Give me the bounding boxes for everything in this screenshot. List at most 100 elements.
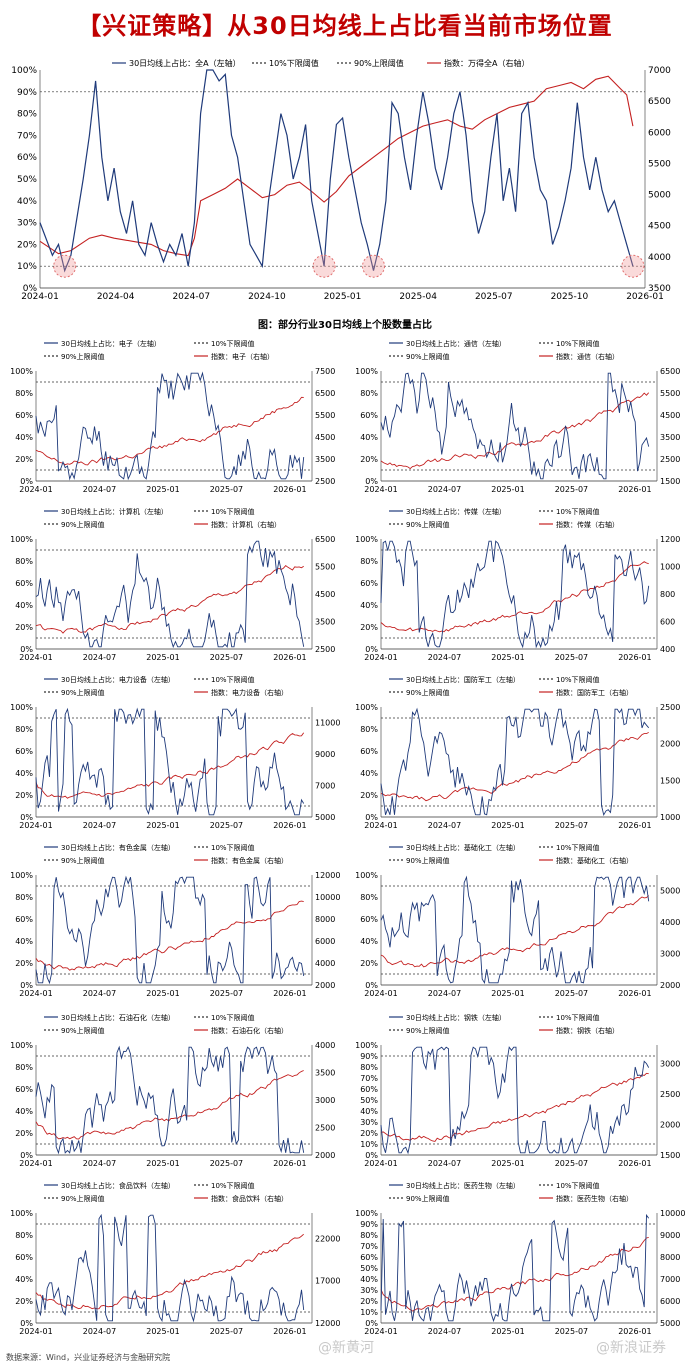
y-left-tick-label: 100% (355, 1209, 378, 1218)
y-left-tick-label: 100% (10, 1041, 33, 1050)
legend-label-index: 指数：有色金属（右轴） (211, 856, 288, 865)
x-tick-label: 2024-07 (172, 292, 210, 302)
y-right-tick-label: 8000 (315, 915, 335, 924)
y-right-tick-label: 7000 (648, 66, 671, 76)
y-right-tick-label: 10000 (315, 893, 340, 902)
y-left-tick-label: 20% (15, 1129, 33, 1138)
legend-label-low: 10%下限阈值 (211, 1181, 255, 1190)
x-tick-label: 2024-10 (248, 292, 286, 302)
bottom-marker-circle (621, 254, 645, 278)
x-tick-label: 2026-01 (618, 485, 651, 494)
y-left-tick-label: 40% (360, 433, 378, 442)
page-title: 【兴证策略】从30日均线上占比看当前市场位置 (77, 12, 613, 40)
x-tick-label: 2025-01 (146, 989, 179, 998)
index-line (35, 732, 305, 799)
y-right-tick-label: 5500 (660, 389, 680, 398)
ratio-line (39, 69, 634, 273)
y-right-tick-label: 1000 (660, 563, 680, 572)
y-left-tick-label: 90% (17, 88, 37, 98)
index-line (380, 561, 649, 633)
x-tick-label: 2026-01 (273, 1159, 306, 1168)
x-tick-label: 2024-01 (19, 1159, 52, 1168)
x-tick-label: 2024-07 (83, 485, 116, 494)
x-tick-label: 2026-01 (618, 989, 651, 998)
y-left-tick-label: 80% (360, 557, 378, 566)
ratio-line (35, 1045, 305, 1155)
legend-label-low: 10%下限阈值 (556, 339, 600, 348)
x-tick-label: 2026-01 (618, 1327, 651, 1336)
x-tick-label: 2024-07 (83, 653, 116, 662)
x-tick-label: 2025-07 (210, 653, 243, 662)
y-right-tick-label: 5000 (660, 1319, 680, 1328)
y-right-tick-label: 2000 (315, 981, 335, 990)
source-note: 数据来源：Wind，兴业证券经济与金融研究院 (6, 1353, 171, 1362)
index-line (380, 392, 650, 470)
industry-chart-s1: 0% 20% 40% 60% 80% 100% 2500 3500 4500 5500 6500 75… (10, 339, 335, 494)
y-left-tick-label: 60% (360, 915, 378, 924)
y-left-tick-label: 60% (15, 1253, 33, 1262)
legend-label-high: 90%上限阈值 (61, 856, 105, 865)
y-left-tick-label: 60% (17, 153, 37, 163)
y-right-tick-label: 7000 (315, 782, 335, 791)
x-tick-label: 2026-01 (618, 653, 651, 662)
legend-label-ratio: 30日均线上占比：通信（左轴） (406, 339, 506, 348)
legend-label-ratio: 30日均线上占比：医药生物（左轴） (406, 1181, 520, 1190)
x-tick-label: 2024-07 (428, 989, 461, 998)
y-right-tick-label: 3000 (660, 950, 680, 959)
x-tick-label: 2024-07 (428, 1159, 461, 1168)
legend-label-index: 指数：石油石化（右轴） (211, 1026, 288, 1035)
y-right-tick-label: 4500 (315, 433, 335, 442)
y-right-tick-label: 3000 (660, 1059, 680, 1068)
y-left-tick-label: 10% (360, 1140, 378, 1149)
industry-chart-s10: 0% 10% 20% 30% 40% 50% 60% 70% 80% 90% 100% 1500 200… (355, 1013, 680, 1168)
y-right-tick-label: 6500 (315, 535, 335, 544)
y-left-tick-label: 20% (15, 791, 33, 800)
y-right-tick-label: 12000 (315, 1319, 340, 1328)
y-right-tick-label: 6500 (660, 367, 680, 376)
x-tick-label: 2025-01 (491, 1159, 524, 1168)
industry-chart-s11: 0% 20% 40% 60% 80% 100% 12000 17000 22000 2024-01… (10, 1181, 340, 1336)
y-left-tick-label: 80% (360, 1063, 378, 1072)
y-left-tick-label: 70% (360, 1074, 378, 1083)
legend-label-low: 10%下限阈值 (211, 1013, 255, 1022)
y-right-tick-label: 3500 (315, 1069, 335, 1078)
y-left-tick-label: 40% (360, 1275, 378, 1284)
x-tick-label: 2026-01 (618, 1159, 651, 1168)
x-tick-label: 2024-04 (97, 292, 135, 302)
y-left-tick-label: 50% (17, 175, 37, 185)
x-tick-label: 2024-07 (428, 821, 461, 830)
y-right-tick-label: 400 (660, 645, 675, 654)
y-left-tick-label: 20% (360, 791, 378, 800)
x-tick-label: 2024-07 (83, 821, 116, 830)
legend-label-ratio: 30日均线上占比：食品饮料（左轴） (61, 1181, 175, 1190)
main-chart: 0% 10% 20% 30% 40% 50% 60% 70% 80% 90% 100% 3500 400… (11, 58, 671, 302)
bottom-marker-circle (362, 254, 386, 278)
index-line (380, 1072, 649, 1142)
legend-label-high: 90%上限阈值 (61, 1026, 105, 1035)
x-tick-label: 2025-07 (210, 821, 243, 830)
x-tick-label: 2025-07 (555, 989, 588, 998)
y-right-tick-label: 5000 (315, 813, 335, 822)
y-left-tick-label: 70% (360, 1242, 378, 1251)
y-left-tick-label: 0% (20, 981, 33, 990)
y-right-tick-label: 2000 (660, 1120, 680, 1129)
legend-label-ratio: 30日均线上占比：国防军工（左轴） (406, 675, 520, 684)
industry-chart-s3: 0% 20% 40% 60% 80% 100% 2500 3500 4500 5500 6500 20… (10, 507, 335, 662)
y-left-tick-label: 0% (365, 477, 378, 486)
legend-label-ratio: 30日均线上占比：全A（左轴） (129, 58, 241, 68)
y-left-tick-label: 0% (365, 981, 378, 990)
ratio-line (35, 371, 305, 481)
ratio-line (380, 372, 650, 480)
x-tick-label: 2025-01 (324, 292, 362, 302)
y-right-tick-label: 5500 (315, 411, 335, 420)
legend-label-low: 10%下限阈值 (556, 1013, 600, 1022)
y-left-tick-label: 20% (15, 623, 33, 632)
industry-chart-s7: 0% 20% 40% 60% 80% 100% 2000 4000 6000 8000 10000 1… (10, 843, 340, 998)
legend-label-low: 10%下限阈值 (556, 507, 600, 516)
y-right-tick-label: 9000 (315, 750, 335, 759)
industry-chart-s5: 0% 20% 40% 60% 80% 100% 5000 7000 9000 11000 2024-… (10, 675, 340, 830)
x-tick-label: 2025-07 (210, 1327, 243, 1336)
legend-label-high: 90%上限阈值 (406, 1194, 450, 1203)
legend-label-low: 10%下限阈值 (211, 507, 255, 516)
y-left-tick-label: 60% (15, 915, 33, 924)
